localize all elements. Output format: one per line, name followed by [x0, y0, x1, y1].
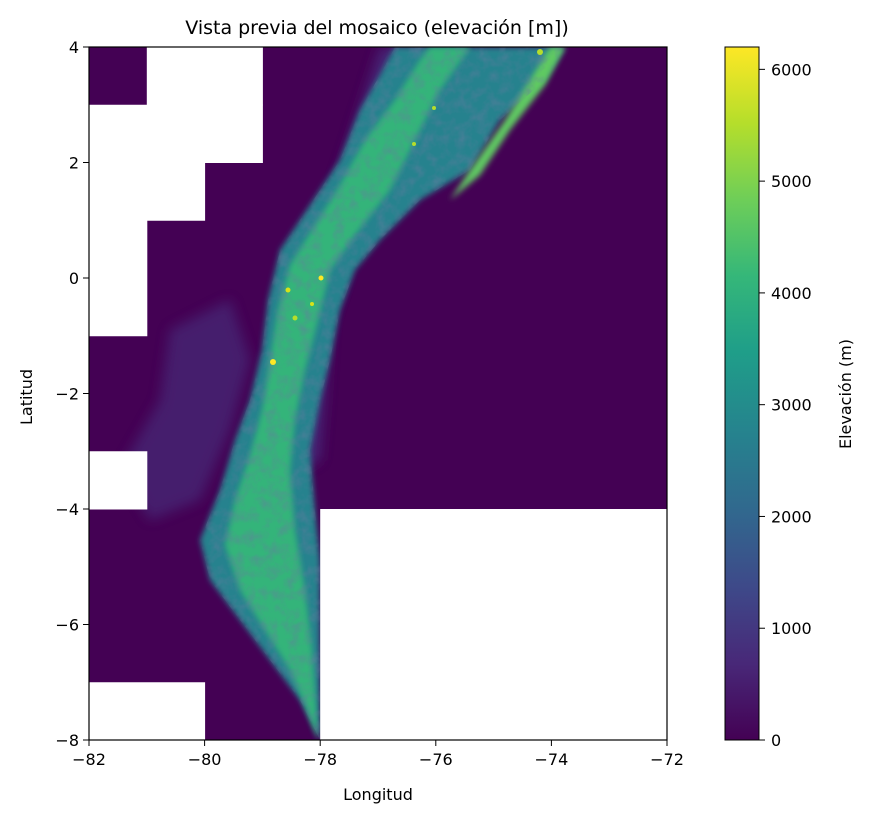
y-tick-label: 4 [69, 38, 79, 57]
nodata-tiles [89, 47, 667, 740]
nodata-tile [320, 509, 667, 740]
x-tick-label: −78 [303, 750, 337, 769]
x-tick-label: −72 [650, 750, 684, 769]
nodata-tile [146, 47, 263, 106]
y-tick-label: −4 [55, 500, 79, 519]
y-tick-label: 2 [69, 154, 79, 173]
colorbar [724, 46, 760, 741]
x-tick-label: −76 [419, 750, 453, 769]
volcanic-peaks [270, 49, 543, 365]
colorbar-tick-label: 1000 [771, 619, 812, 638]
colorbar-label: Elevación (m) [836, 339, 855, 449]
x-tick-label: −82 [72, 750, 106, 769]
y-tick-label: 0 [69, 269, 79, 288]
y-tick-label: −8 [55, 731, 79, 750]
colorbar-tick-label: 0 [771, 731, 781, 750]
nodata-tile [89, 104, 263, 163]
nodata-tile [89, 162, 206, 221]
x-axis-label: Longitud [343, 785, 413, 804]
x-tick-label: −74 [535, 750, 569, 769]
x-tick-label: −80 [188, 750, 222, 769]
nodata-tile [89, 451, 148, 510]
plot-area [89, 47, 667, 740]
nodata-tile [89, 682, 206, 740]
colorbar-tick-label: 4000 [771, 284, 812, 303]
colorbar-ticks: 0 1000 2000 3000 4000 5000 6000 [759, 60, 812, 750]
y-axis-ticks: 4 2 0 −2 −4 −6 −8 [55, 38, 89, 750]
coastal-hills [120, 300, 250, 520]
y-tick-label: −2 [55, 385, 79, 404]
y-tick-label: −6 [55, 616, 79, 635]
colorbar-tick-label: 6000 [771, 60, 812, 79]
chart-title: Vista previa del mosaico (elevación [m]) [185, 17, 569, 39]
terrain-texture [200, 47, 565, 740]
x-axis-ticks: −82 −80 −78 −76 −74 −72 [72, 740, 684, 769]
colorbar-tick-label: 2000 [771, 507, 812, 526]
y-axis-label: Latitud [17, 369, 36, 425]
nodata-tile [89, 220, 148, 337]
colorbar-tick-label: 3000 [771, 396, 812, 415]
colorbar-tick-label: 5000 [771, 172, 812, 191]
